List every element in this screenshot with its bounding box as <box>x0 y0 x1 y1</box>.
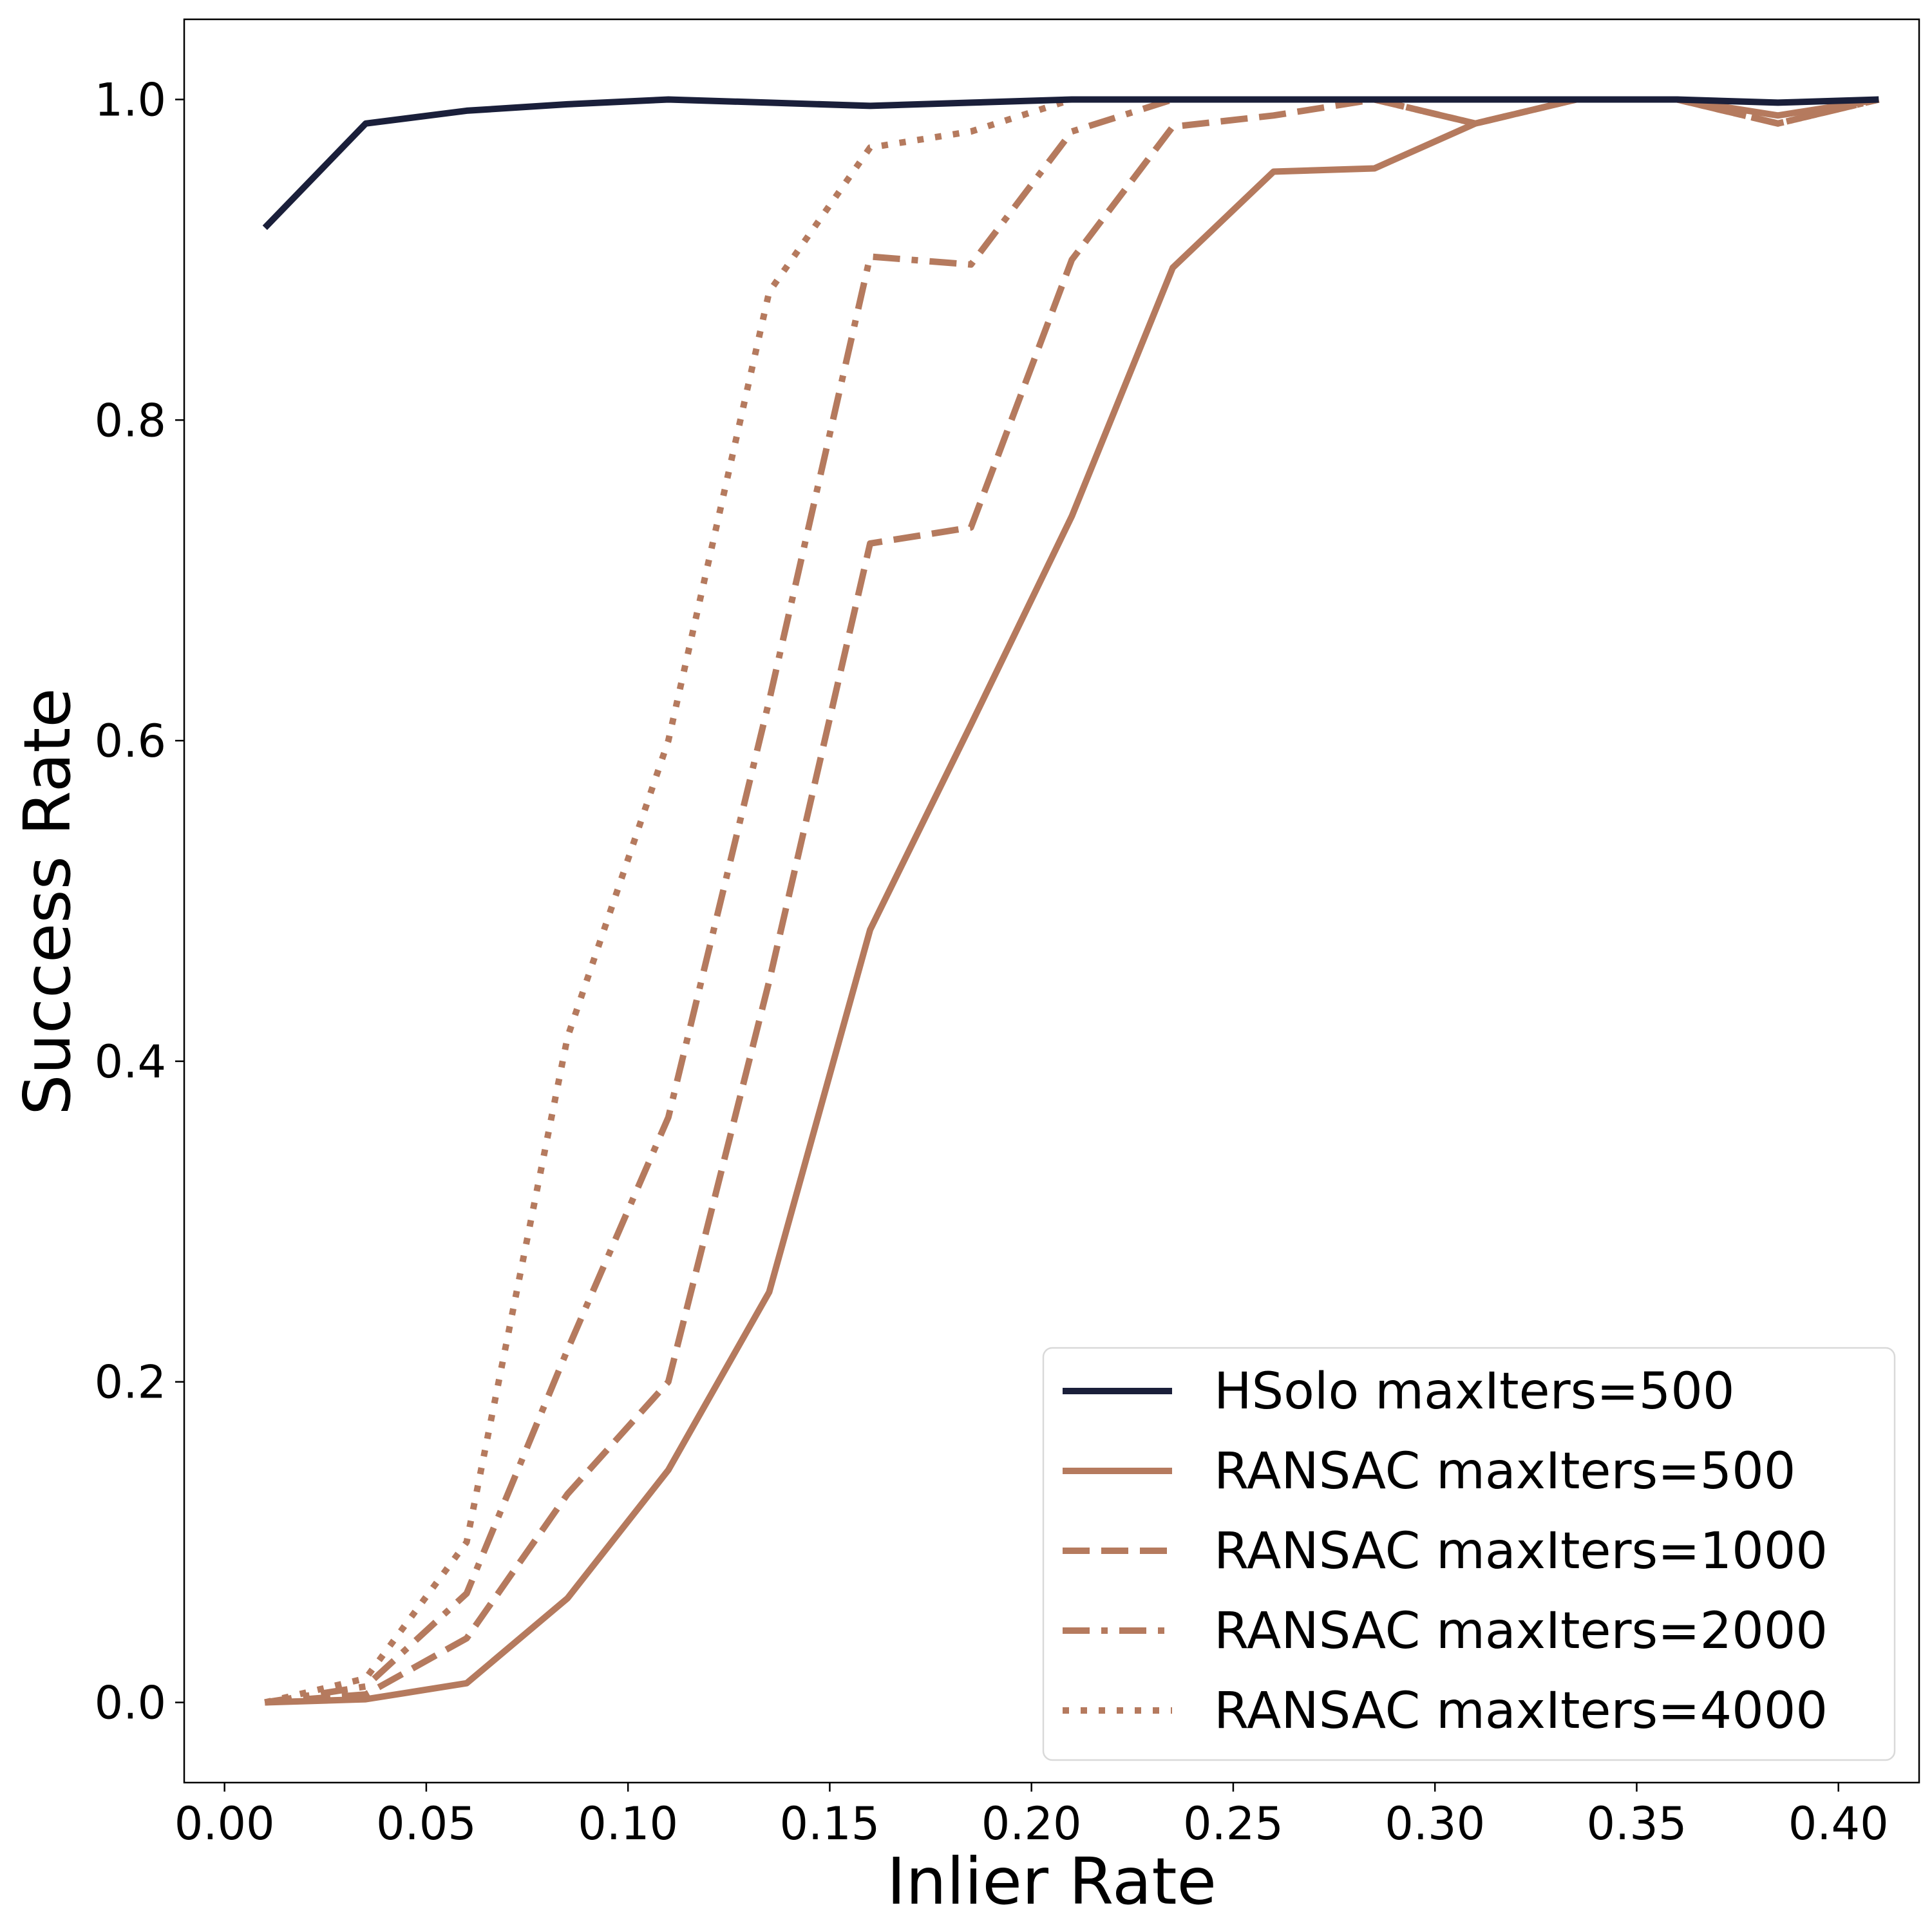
legend-label: RANSAC maxIters=500 <box>1214 1443 1795 1501</box>
y-axis-label: Success Rate <box>10 688 85 1115</box>
x-tick-label: 0.20 <box>981 1797 1082 1850</box>
series-layer <box>262 96 1880 1706</box>
legend-label: RANSAC maxIters=1000 <box>1214 1522 1828 1580</box>
x-tick-label: 0.00 <box>175 1797 275 1850</box>
x-tick-label: 0.40 <box>1788 1797 1889 1850</box>
legend-entries: HSolo maxIters=500 RANSAC maxIters=500 RAN… <box>1063 1363 1828 1740</box>
y-tick-label: 0.8 <box>95 394 166 447</box>
plot-frame <box>183 18 1920 1784</box>
y-tick-label: 0.2 <box>95 1356 166 1409</box>
x-tick-label: 0.10 <box>578 1797 678 1850</box>
x-tick-label: 0.15 <box>779 1797 880 1850</box>
x-tick-label: 0.30 <box>1385 1797 1485 1850</box>
x-tick-label: 0.25 <box>1183 1797 1283 1850</box>
y-axis-ticks: 0.0 0.2 0.4 0.6 0.8 1.0 <box>95 73 184 1730</box>
y-tick-label: 0.6 <box>95 715 166 768</box>
x-tick-label: 0.35 <box>1587 1797 1687 1850</box>
x-tick-label: 0.05 <box>376 1797 477 1850</box>
series-line-hsolo-maxiters-500 <box>262 96 1879 231</box>
legend-box <box>1042 1347 1896 1761</box>
y-tick-label: 0.0 <box>95 1677 166 1730</box>
y-tick-label: 0.4 <box>95 1036 166 1088</box>
legend: HSolo maxIters=500 RANSAC maxIters=500 RAN… <box>1042 1347 1896 1761</box>
x-axis-ticks: 0.00 0.05 0.10 0.15 0.20 0.25 0.30 0.35 0.40 <box>175 1783 1889 1850</box>
legend-label: RANSAC maxIters=2000 <box>1214 1602 1828 1660</box>
legend-label: RANSAC maxIters=4000 <box>1214 1682 1828 1740</box>
y-tick-label: 1.0 <box>95 73 166 126</box>
x-axis-label: Inlier Rate <box>887 1844 1217 1919</box>
legend-label: HSolo maxIters=500 <box>1214 1363 1735 1421</box>
